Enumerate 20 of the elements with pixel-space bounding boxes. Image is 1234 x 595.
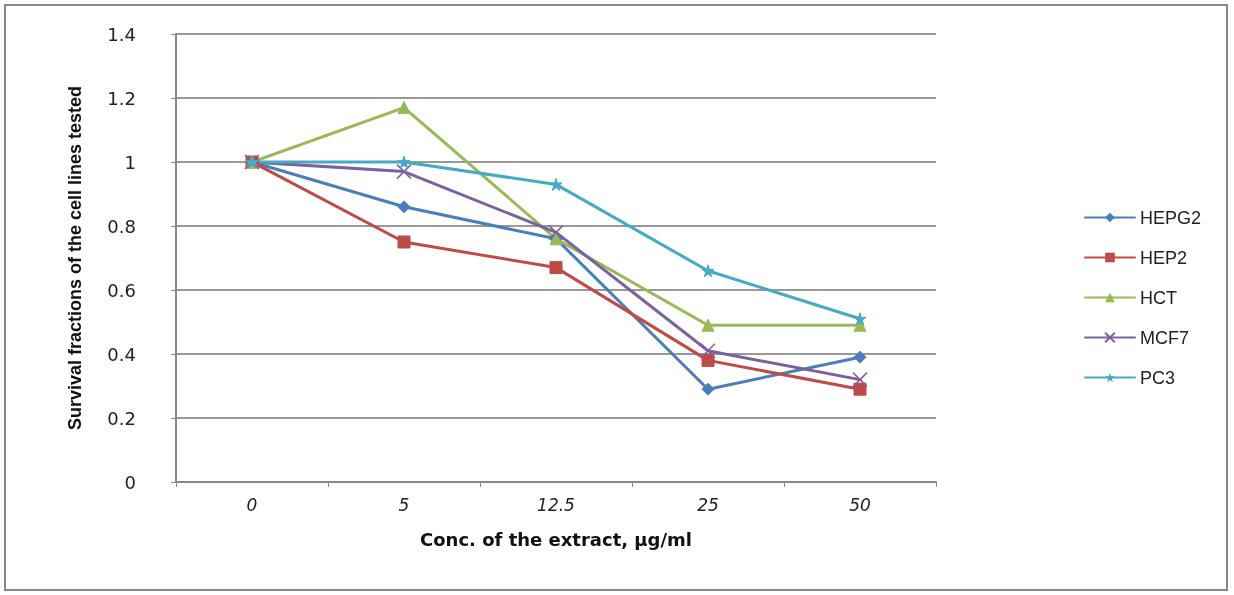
y-tick-label: 0.2: [107, 407, 136, 429]
y-tick-label: 0: [124, 471, 136, 493]
legend-label: HCT: [1139, 287, 1177, 308]
legend-label: MCF7: [1139, 327, 1189, 348]
x-tick-label: 12.5: [537, 494, 575, 515]
x-tick-label: 50: [849, 494, 871, 515]
y-tick-label: 1: [124, 151, 136, 173]
x-tick-label: 25: [697, 494, 719, 515]
y-tick-label: 1.4: [107, 23, 136, 45]
legend-label: HEPG2: [1139, 207, 1202, 228]
y-tick-label: 1.2: [107, 87, 136, 109]
x-axis-title: Conc. of the extract, µg/ml: [420, 528, 692, 550]
y-tick-label: 0.6: [107, 279, 136, 301]
y-tick-label: 0.4: [107, 343, 136, 365]
x-tick-label: 0: [246, 494, 258, 515]
legend-label: HEP2: [1139, 247, 1188, 268]
y-tick-label: 0.8: [107, 215, 136, 237]
x-tick-label: 5: [398, 494, 410, 515]
legend-label: PC3: [1139, 367, 1175, 388]
y-axis-title: Survival fractions of the cell lines tested: [65, 85, 85, 431]
